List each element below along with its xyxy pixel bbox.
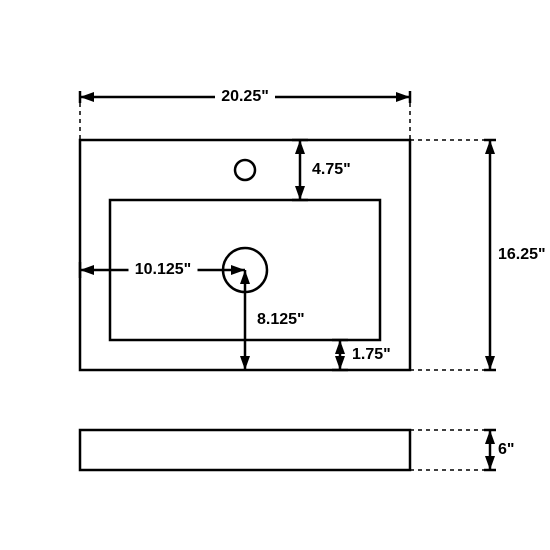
sink-dimension-diagram: 20.25" 16.25" 4.75" 1.75" 10.125" 8.125" 6" (0, 0, 550, 550)
side-view-rect (80, 430, 410, 470)
dim-label: 10.125" (135, 261, 192, 278)
dim-label: 16.25" (498, 246, 546, 263)
dim-label: 8.125" (257, 311, 305, 328)
dim-label: 6" (498, 441, 514, 458)
dim-label: 1.75" (352, 346, 391, 363)
dim-label: 4.75" (312, 161, 351, 178)
faucet-hole (235, 160, 255, 180)
dim-label: 20.25" (221, 88, 269, 105)
